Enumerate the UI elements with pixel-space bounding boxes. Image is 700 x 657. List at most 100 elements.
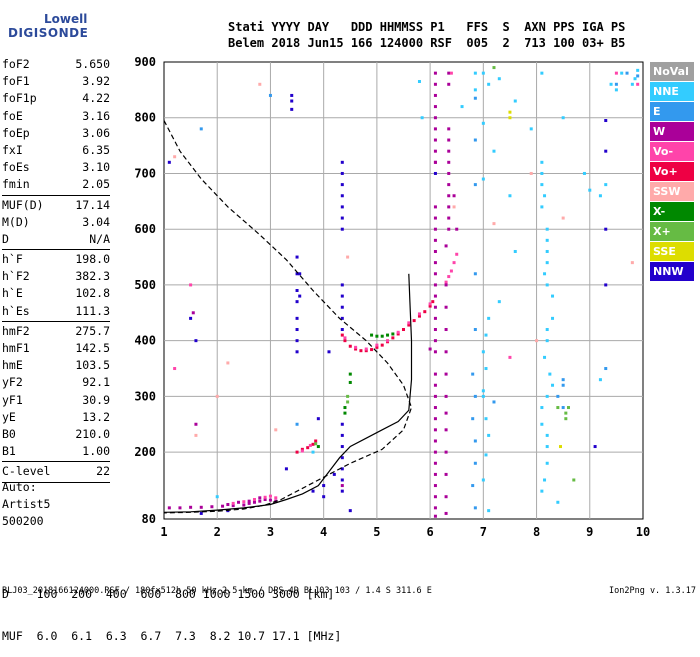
- echo-point: [433, 472, 437, 476]
- echo-point: [545, 339, 549, 343]
- echo-point: [513, 249, 517, 253]
- echo-point: [444, 350, 448, 354]
- echo-point: [231, 504, 235, 508]
- echo-point: [340, 489, 344, 493]
- echo-point: [247, 499, 251, 503]
- legend-item-nne: NNE: [650, 82, 694, 101]
- x-tick-label: 8: [533, 525, 540, 539]
- echo-point: [604, 149, 608, 153]
- echo-point: [444, 244, 448, 248]
- param-value: 198.0: [75, 252, 110, 267]
- echo-point: [614, 82, 618, 86]
- echo-point: [194, 339, 198, 343]
- echo-point: [311, 442, 315, 446]
- echo-point: [354, 345, 358, 349]
- echo-point: [447, 149, 451, 153]
- echo-point: [604, 227, 608, 231]
- legend-item-sse: SSE: [650, 242, 694, 261]
- echo-point: [564, 417, 568, 421]
- header-row-values: Belem 2018 Jun15 166 124000 RSF 005 2 71…: [228, 36, 626, 50]
- echo-point: [433, 171, 437, 175]
- echo-point: [540, 422, 544, 426]
- echo-point: [447, 138, 451, 142]
- echo-point: [391, 332, 395, 336]
- echo-point: [314, 439, 318, 443]
- echo-point: [199, 511, 203, 515]
- echo-point: [473, 183, 477, 187]
- echo-point: [343, 406, 347, 410]
- echo-point: [237, 500, 241, 504]
- echo-point: [433, 205, 437, 209]
- param-value: 210.0: [75, 426, 110, 441]
- auto-artist-version: Artist5: [2, 497, 51, 511]
- echo-point: [340, 328, 344, 332]
- param-name: D: [2, 231, 9, 246]
- echo-point: [497, 77, 501, 81]
- echo-point: [561, 406, 565, 410]
- echo-point: [340, 205, 344, 209]
- x-tick-label: 4: [320, 525, 327, 539]
- echo-point: [417, 314, 421, 318]
- echo-point: [420, 116, 424, 120]
- echo-point: [189, 283, 193, 287]
- echo-point: [481, 350, 485, 354]
- echo-point: [417, 312, 421, 316]
- x-tick-label: 9: [586, 525, 593, 539]
- echo-point: [545, 283, 549, 287]
- echo-point: [492, 149, 496, 153]
- echo-point: [604, 283, 608, 287]
- echo-point: [543, 355, 547, 359]
- echo-point: [447, 227, 451, 231]
- echo-point: [407, 321, 411, 325]
- echo-point: [540, 406, 544, 410]
- echo-point: [308, 443, 312, 447]
- echo-point: [444, 472, 448, 476]
- echo-point: [447, 171, 451, 175]
- echo-point: [545, 227, 549, 231]
- echo-point: [340, 283, 344, 287]
- echo-point: [487, 509, 491, 513]
- echo-point: [614, 71, 618, 75]
- echo-point: [433, 238, 437, 242]
- echo-point: [332, 472, 336, 476]
- param-row: foF1p 4.22: [2, 90, 110, 107]
- echo-point: [247, 501, 251, 505]
- param-row: B0 210.0: [2, 426, 110, 443]
- echo-point: [268, 498, 272, 502]
- echo-point: [191, 311, 195, 315]
- param-row: yF2 92.1: [2, 374, 110, 391]
- echo-point: [481, 71, 485, 75]
- echo-point: [340, 478, 344, 482]
- param-row: h`F2 382.3: [2, 268, 110, 285]
- echo-point: [433, 227, 437, 231]
- param-value: 111.3: [75, 303, 110, 318]
- echo-point: [633, 77, 637, 81]
- echo-point: [340, 484, 344, 488]
- echo-point: [604, 367, 608, 371]
- echo-point: [231, 501, 235, 505]
- echo-point: [194, 422, 198, 426]
- echo-point: [433, 93, 437, 97]
- echo-point: [322, 484, 326, 488]
- echo-point: [447, 160, 451, 164]
- y-tick-label: 900: [134, 55, 156, 69]
- legend-item-noval: NoVal: [650, 62, 694, 81]
- echo-point: [215, 394, 219, 398]
- param-separator: [2, 194, 110, 196]
- param-name: MUF(D): [2, 197, 44, 212]
- plot-frame: [163, 61, 644, 520]
- y-tick-label: 400: [134, 334, 156, 348]
- echo-point: [630, 82, 634, 86]
- echo-point: [199, 127, 203, 131]
- echo-point: [556, 406, 560, 410]
- echo-point: [433, 82, 437, 86]
- echo-point: [447, 194, 451, 198]
- echo-point: [447, 183, 451, 187]
- legend-item-vo: Vo-: [650, 142, 694, 161]
- param-name: h`Es: [2, 303, 30, 318]
- echo-point: [481, 394, 485, 398]
- echo-point: [295, 339, 299, 343]
- echo-point: [252, 497, 256, 501]
- legend-item-vo: Vo+: [650, 162, 694, 181]
- echo-point: [473, 272, 477, 276]
